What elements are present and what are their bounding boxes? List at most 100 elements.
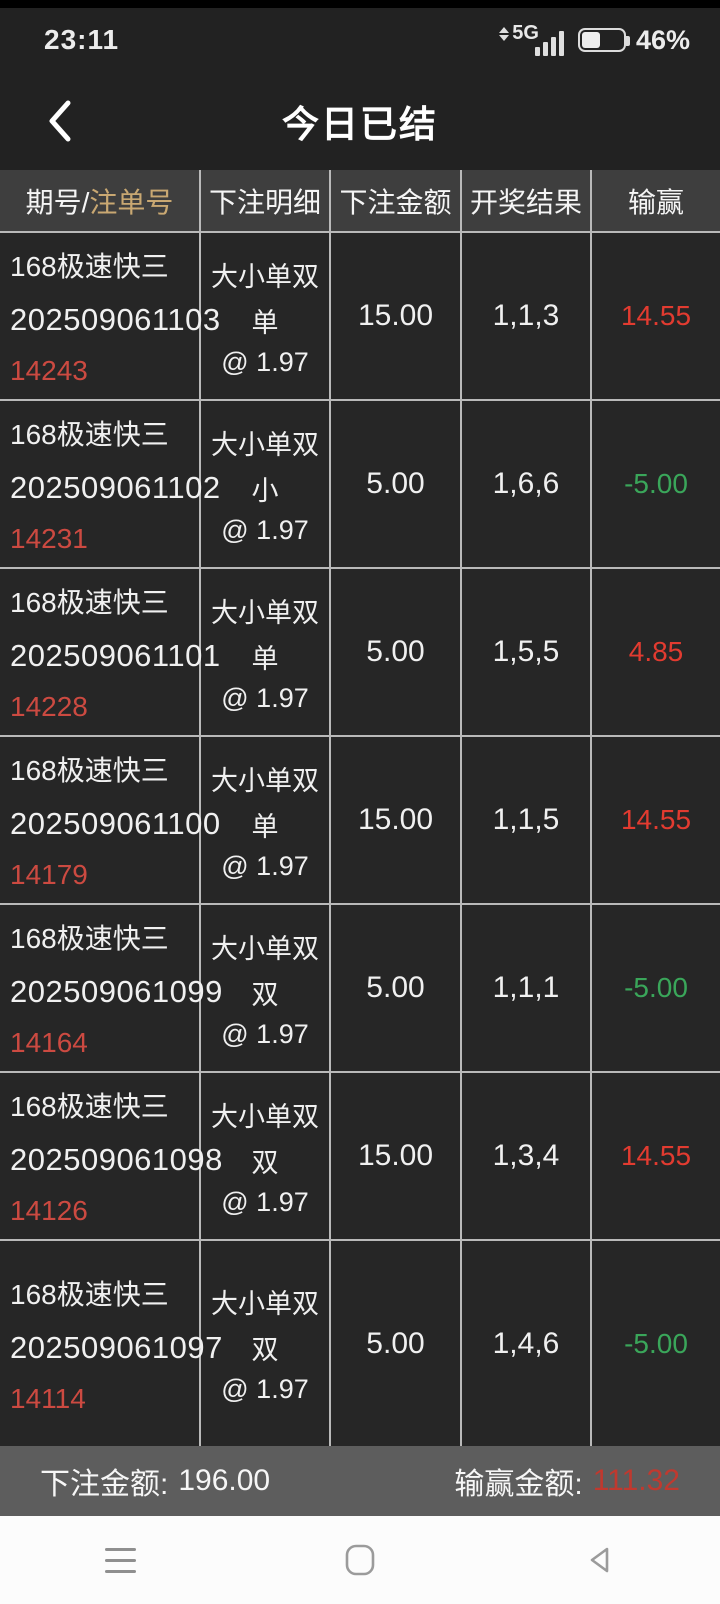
bet-pick: 双	[251, 1335, 279, 1365]
bet-id-label[interactable]: 注单号	[89, 186, 174, 218]
result-cell: 1,6,6	[462, 401, 592, 567]
draw-result: 1,5,5	[492, 635, 560, 668]
bet-pick: 单	[251, 811, 279, 842]
bet-pick: 双	[251, 979, 279, 1010]
winloss-cell: 14.55	[592, 1073, 720, 1239]
period-cell: 168极速快三 202509061099 14164	[0, 905, 222, 1071]
bet-amount: 5.00	[366, 1326, 425, 1360]
bet-type: 大小单双	[211, 429, 319, 460]
bet-total-value: 196.00	[178, 1464, 271, 1497]
result-cell: 1,1,5	[462, 737, 592, 903]
bet-type: 大小单双	[211, 933, 319, 964]
battery-fill	[581, 32, 601, 48]
nav-home-button[interactable]	[240, 1516, 480, 1604]
column-header-period: 期号/注单号	[0, 170, 201, 231]
result-cell: 1,1,1	[462, 905, 592, 1071]
winloss-cell: 4.85	[592, 569, 720, 735]
bet-amount-cell: 5.00	[331, 1241, 462, 1446]
bet-amount-cell: 5.00	[331, 905, 462, 1071]
bet-id[interactable]: 14243	[10, 355, 88, 386]
period-number: 202509061103	[10, 302, 221, 337]
game-name: 168极速快三	[10, 251, 169, 282]
game-name: 168极速快三	[10, 755, 169, 786]
column-header-bet-amount: 下注金额	[331, 170, 462, 231]
bet-total: 下注金额: 196.00	[40, 1459, 270, 1503]
result-cell: 1,3,4	[462, 1073, 592, 1239]
winloss-total: 输赢金额: 111.32	[454, 1459, 680, 1503]
period-number: 202509061100	[10, 806, 221, 841]
bet-odds: @ 1.97	[221, 514, 309, 545]
status-bar: 23:11 5G 46%	[0, 8, 720, 72]
bet-id[interactable]: 14231	[10, 523, 88, 554]
bet-detail-cell: 大小单双 双 @ 1.97	[201, 1241, 331, 1446]
bet-amount: 15.00	[357, 299, 434, 332]
game-name: 168极速快三	[10, 419, 169, 450]
table-body: 168极速快三 202509061103 14243 大小单双 单 @ 1.97…	[0, 233, 720, 1446]
winloss-cell: 14.55	[592, 233, 720, 399]
nav-menu-button[interactable]	[0, 1516, 240, 1604]
period-cell: 168极速快三 202509061098 14126	[0, 1073, 222, 1239]
winloss-total-label: 输赢金额:	[454, 1468, 583, 1501]
winloss-cell: 14.55	[592, 737, 720, 903]
bet-id[interactable]: 14179	[10, 859, 88, 890]
bet-id[interactable]: 14126	[10, 1195, 88, 1226]
page-title: 今日已结	[282, 104, 438, 145]
back-button[interactable]	[40, 97, 80, 145]
bet-pick: 双	[251, 1147, 279, 1178]
draw-result: 1,1,5	[492, 803, 560, 836]
column-header-bet-detail: 下注明细	[201, 170, 331, 231]
bet-odds: @ 1.97	[221, 850, 309, 881]
status-indicators: 5G 46%	[499, 23, 690, 56]
table-row: 168极速快三 202509061100 14179 大小单双 单 @ 1.97…	[0, 737, 720, 905]
battery-percent-label: 46%	[635, 24, 690, 55]
period-cell: 168极速快三 202509061100 14179	[0, 737, 221, 903]
draw-result: 1,1,3	[492, 299, 560, 332]
result-cell: 1,4,6	[462, 1241, 592, 1446]
bet-amount-cell: 15.00	[331, 233, 462, 399]
bet-id[interactable]: 14228	[10, 691, 88, 722]
bet-type: 大小单双	[211, 597, 319, 628]
winloss-value: -5.00	[624, 1327, 688, 1359]
game-name: 168极速快三	[10, 1278, 169, 1310]
table-row: 168极速快三 202509061097 14114 大小单双 双 @ 1.97…	[0, 1241, 720, 1446]
winloss-value: 14.55	[620, 804, 692, 835]
winloss-value: 14.55	[620, 1140, 692, 1171]
bet-id[interactable]: 14164	[10, 1027, 88, 1058]
game-name: 168极速快三	[10, 1091, 169, 1122]
bet-total-label: 下注金额:	[40, 1468, 169, 1501]
nav-back-button[interactable]	[480, 1516, 720, 1604]
settled-bets-table: 期号/注单号 下注明细 下注金额 开奖结果 输赢 168极速快三 2025090…	[0, 170, 720, 1446]
period-number: 202509061102	[10, 470, 221, 505]
bet-amount: 5.00	[366, 635, 425, 668]
bet-detail-cell: 大小单双 单 @ 1.97	[201, 233, 331, 399]
table-row: 168极速快三 202509061099 14164 大小单双 双 @ 1.97…	[0, 905, 720, 1073]
battery-nub	[625, 36, 630, 46]
summary-bar: 下注金额: 196.00 输赢金额: 111.32	[0, 1446, 720, 1516]
bet-detail-cell: 大小单双 单 @ 1.97	[201, 569, 331, 735]
winloss-total-value: 111.32	[592, 1464, 680, 1497]
winloss-value: -5.00	[624, 468, 688, 499]
game-name: 168极速快三	[10, 923, 169, 954]
period-number: 202509061097	[10, 1329, 223, 1365]
bet-type: 大小单双	[211, 261, 319, 292]
column-header-result: 开奖结果	[462, 170, 592, 231]
table-row: 168极速快三 202509061098 14126 大小单双 双 @ 1.97…	[0, 1073, 720, 1241]
bet-odds: @ 1.97	[221, 1374, 309, 1404]
bet-type: 大小单双	[211, 1101, 319, 1132]
draw-result: 1,1,1	[492, 971, 560, 1004]
bet-id[interactable]: 14114	[10, 1382, 86, 1414]
bet-amount-cell: 5.00	[331, 401, 462, 567]
period-cell: 168极速快三 202509061097 14114	[0, 1241, 223, 1446]
winloss-cell: -5.00	[592, 905, 720, 1071]
winloss-value: 4.85	[628, 636, 684, 667]
bet-type: 大小单双	[211, 1289, 319, 1319]
winloss-cell: -5.00	[592, 1241, 720, 1446]
bet-pick: 单	[251, 643, 279, 674]
bet-detail-cell: 大小单双 单 @ 1.97	[201, 737, 331, 903]
bet-pick: 单	[251, 307, 279, 338]
bet-detail-cell: 大小单双 双 @ 1.97	[201, 905, 331, 1071]
draw-result: 1,4,6	[492, 1326, 560, 1360]
bet-amount-cell: 15.00	[331, 1073, 462, 1239]
bet-odds: @ 1.97	[221, 1018, 309, 1049]
